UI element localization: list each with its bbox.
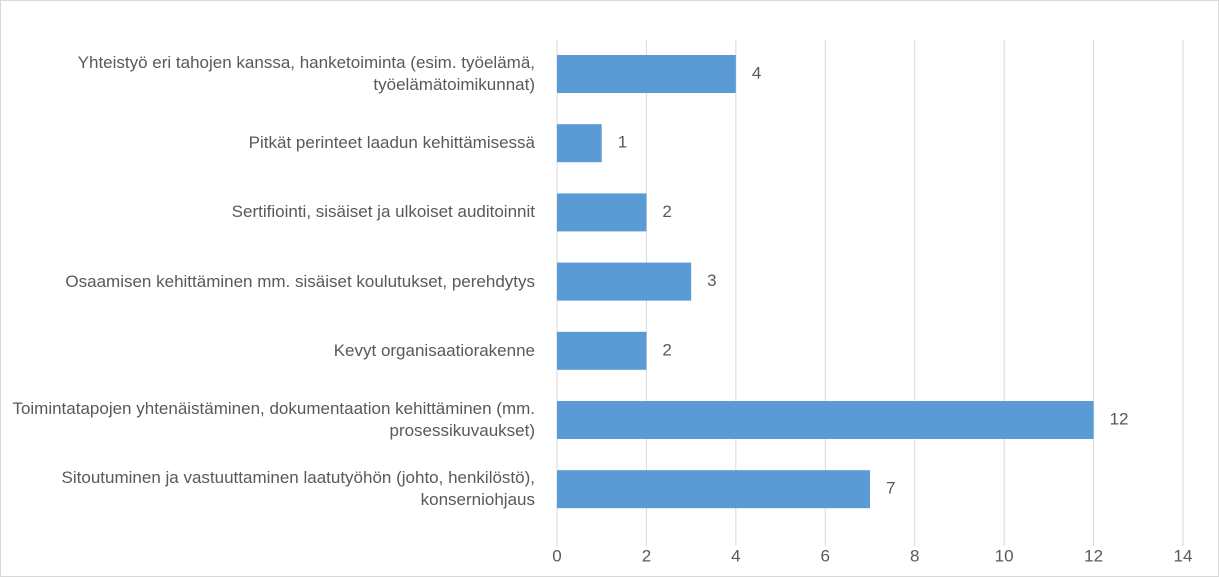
bar <box>557 193 647 232</box>
x-tick-label: 2 <box>642 546 651 565</box>
bar <box>557 55 736 93</box>
y-tick-label: Yhteistyö eri tahojen kanssa, hanketoimi… <box>77 53 535 94</box>
data-label: 7 <box>886 479 895 498</box>
bar <box>557 262 692 301</box>
bar <box>557 401 1094 439</box>
x-tick-label: 6 <box>821 546 830 565</box>
data-label: 2 <box>662 202 671 221</box>
y-tick-label: Toimintatapojen yhtenäistäminen, dokumen… <box>12 399 535 440</box>
data-label: 12 <box>1110 409 1129 428</box>
x-tick-label: 12 <box>1084 546 1103 565</box>
x-tick-label: 4 <box>731 546 740 565</box>
x-tick-label: 8 <box>910 546 919 565</box>
data-label: 4 <box>752 63 761 82</box>
y-tick-label: Sertifiointi, sisäiset ja ulkoiset audit… <box>231 202 535 222</box>
y-tick-label: Pitkät perinteet laadun kehittämisessä <box>248 133 535 153</box>
bar <box>557 470 870 509</box>
x-tick-label: 0 <box>552 546 561 565</box>
bar <box>557 331 647 370</box>
y-tick-label: Sitoutuminen ja vastuuttaminen laatutyöh… <box>61 468 535 510</box>
data-label: 3 <box>707 271 716 290</box>
y-tick-label: Osaamisen kehittäminen mm. sisäiset koul… <box>65 271 535 291</box>
x-tick-label: 14 <box>1174 546 1193 565</box>
x-tick-label: 10 <box>995 546 1014 565</box>
bar <box>557 124 602 163</box>
data-label: 1 <box>618 133 627 152</box>
data-label: 2 <box>662 340 671 359</box>
y-tick-label: Kevyt organisaatiorakenne <box>333 340 535 360</box>
